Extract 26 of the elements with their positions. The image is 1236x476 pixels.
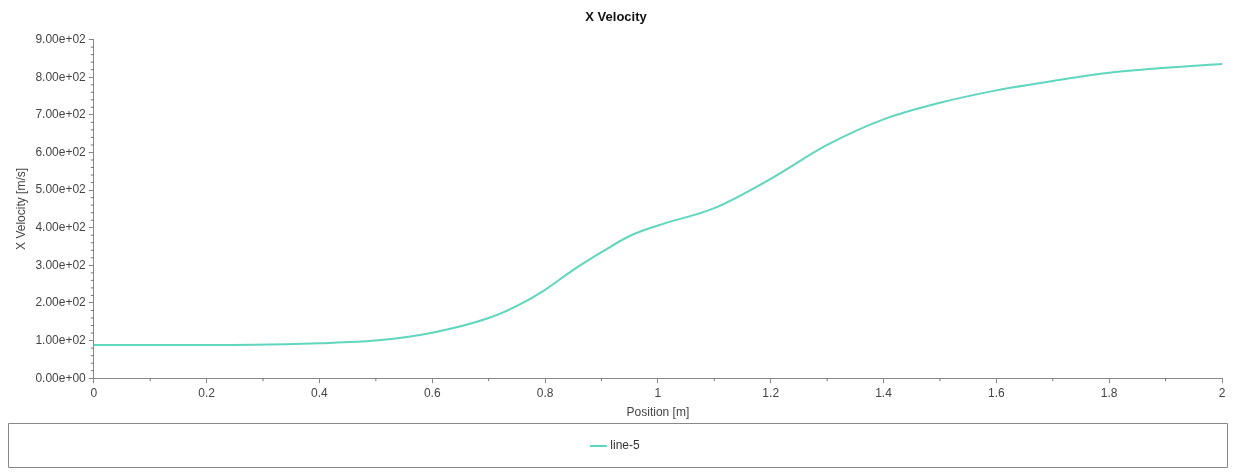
y-tick-label: 8.00e+02: [35, 69, 87, 84]
y-tick-label: 0.00e+00: [35, 370, 87, 385]
x-tick-label: 2: [1218, 385, 1226, 400]
x-axis-title: Position [m]: [626, 405, 690, 420]
line-series: [93, 63, 1222, 347]
x-tick-label: 1: [654, 385, 662, 400]
x-tick-label: 0.8: [536, 385, 554, 400]
x-tick-label: 1.6: [988, 385, 1006, 400]
legend-label: line-5: [610, 438, 640, 453]
y-axis-title: X Velocity [m/s]: [13, 167, 28, 250]
y-tick-label: 4.00e+02: [35, 220, 87, 235]
y-tick-label: 7.00e+02: [35, 107, 87, 122]
y-tick-label: 3.00e+02: [35, 257, 87, 272]
x-tick-label: 1.2: [762, 385, 780, 400]
y-tick-label: 1.00e+02: [35, 332, 87, 347]
y-tick-label: 9.00e+02: [35, 31, 87, 46]
x-tick-label: 0: [90, 385, 98, 400]
y-tick-label: 6.00e+02: [35, 144, 87, 159]
chart-title: X Velocity: [585, 9, 648, 25]
y-tick-label: 2.00e+02: [35, 295, 87, 310]
x-tick-label: 1.4: [875, 385, 893, 400]
x-tick-label: 0.6: [423, 385, 441, 400]
x-tick-label: 1.8: [1100, 385, 1118, 400]
x-tick-label: 0.4: [311, 385, 329, 400]
y-tick-label: 5.00e+02: [35, 182, 87, 197]
x-tick-label: 0.2: [198, 385, 216, 400]
